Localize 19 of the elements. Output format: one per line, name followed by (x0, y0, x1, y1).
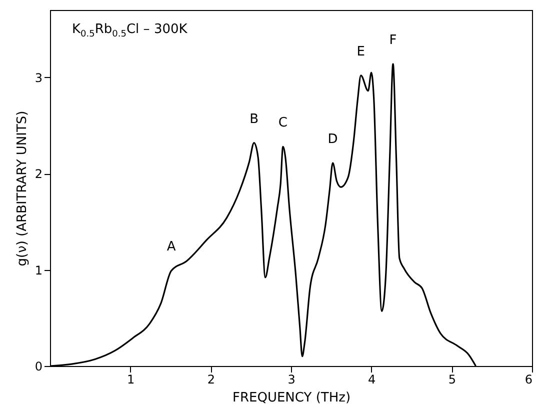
y-tick-label: 1 (34, 263, 42, 278)
y-tick-label: 0 (34, 360, 42, 374)
x-tick-label: 1 (127, 372, 135, 386)
annotation: D (328, 132, 338, 147)
x-axis-title: FREQUENCY (THz) (232, 390, 351, 406)
annotation: A (166, 240, 176, 255)
x-tick-label: 3 (288, 372, 296, 386)
y-tick-label: 2 (34, 167, 42, 182)
x-tick-label: 5 (448, 372, 456, 386)
annotation: C (278, 116, 288, 131)
y-axis-title: g(ν) (ARBITRARY UNITS) (14, 110, 30, 266)
annotation: E (356, 44, 365, 60)
x-tick-label: 4 (368, 372, 376, 386)
x-tick-label: 2 (207, 372, 215, 386)
annotation: B (250, 112, 259, 127)
x-tick-label: 6 (524, 372, 532, 386)
annotation: F (389, 32, 397, 48)
y-tick-label: 3 (34, 70, 42, 85)
text: K$_{0.5}$Rb$_{0.5}$Cl – 300K (72, 22, 188, 40)
